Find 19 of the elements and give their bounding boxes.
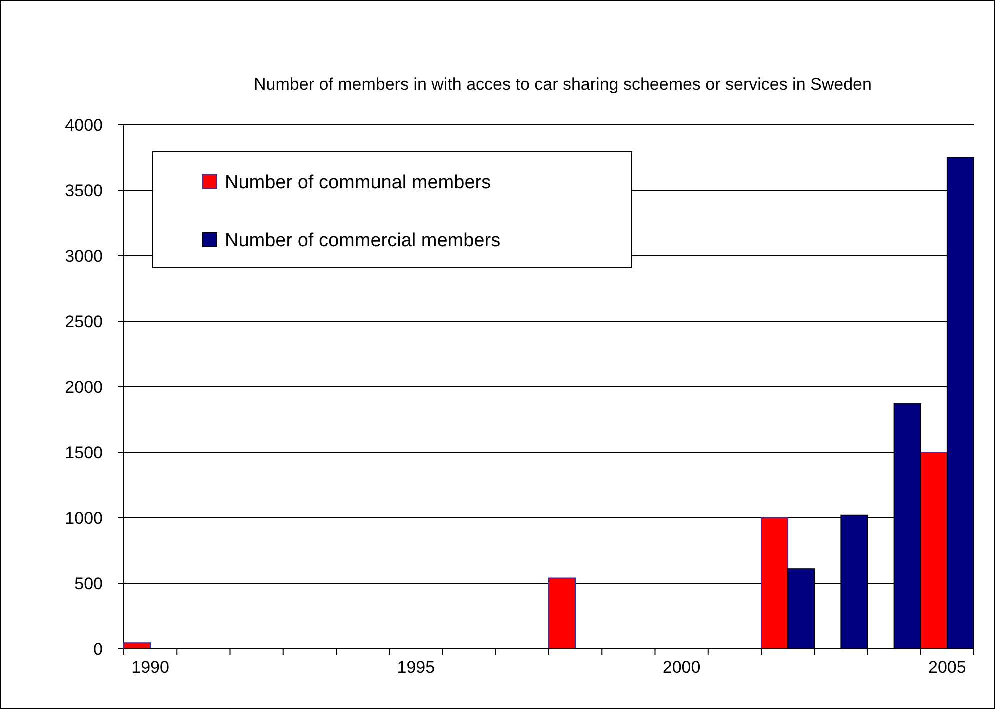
y-tick-label: 0 (94, 640, 103, 659)
y-tick-label: 1000 (65, 508, 103, 528)
y-tick-label: 3500 (65, 181, 103, 200)
legend-label: Number of commercial members (225, 230, 501, 252)
legend-label: Number of communal members (225, 172, 492, 194)
x-tick-label: 1990 (132, 658, 170, 677)
bar (761, 518, 789, 650)
chart-title: Number of members in with acces to car sharing scheemes or services in Sweden (254, 75, 872, 94)
y-tick-label: 3000 (65, 246, 103, 266)
x-tick-label: 1995 (397, 658, 436, 677)
y-tick-label: 500 (74, 574, 103, 594)
bar (920, 452, 948, 650)
x-tick-label: 2005 (928, 658, 966, 677)
bar (548, 578, 576, 650)
y-tick-label: 1500 (65, 443, 103, 462)
x-tick-label: 2000 (662, 658, 701, 677)
y-tick-label: 4000 (65, 116, 103, 135)
y-tick-label: 2000 (65, 378, 103, 397)
y-tick-label: 2500 (65, 312, 103, 332)
